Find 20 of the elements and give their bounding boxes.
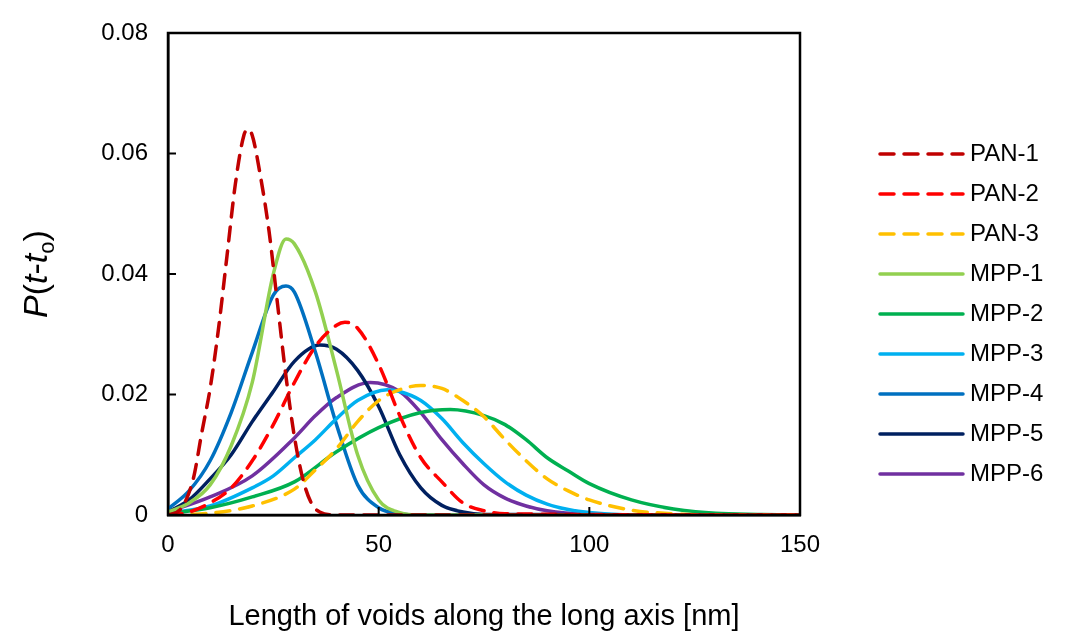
legend-label: MPP-3 [970, 338, 1044, 366]
x-tick-label: 0 [161, 530, 175, 558]
x-tick-label: 50 [365, 530, 393, 558]
legend-label: PAN-3 [970, 218, 1039, 246]
x-tick-label: 150 [779, 530, 821, 558]
legend-label: MPP-5 [970, 418, 1044, 446]
legend-label: MPP-6 [970, 458, 1044, 486]
y-axis-title: P(t-to) [16, 230, 60, 318]
legend-label: PAN-1 [970, 138, 1039, 166]
y-tick-label: 0 [134, 499, 148, 527]
y-tick-label: 0.04 [101, 258, 148, 286]
legend-label: MPP-2 [970, 298, 1044, 326]
y-tick-label: 0.06 [101, 138, 148, 166]
x-tick-label: 100 [569, 530, 610, 558]
legend-label: MPP-4 [970, 378, 1044, 406]
legend-label: PAN-2 [970, 178, 1039, 206]
y-tick-label: 0.08 [101, 17, 148, 45]
legend-label: MPP-1 [970, 258, 1044, 286]
x-axis-title: Length of voids along the long axis [nm] [228, 598, 740, 631]
y-tick-label: 0.02 [101, 379, 148, 407]
